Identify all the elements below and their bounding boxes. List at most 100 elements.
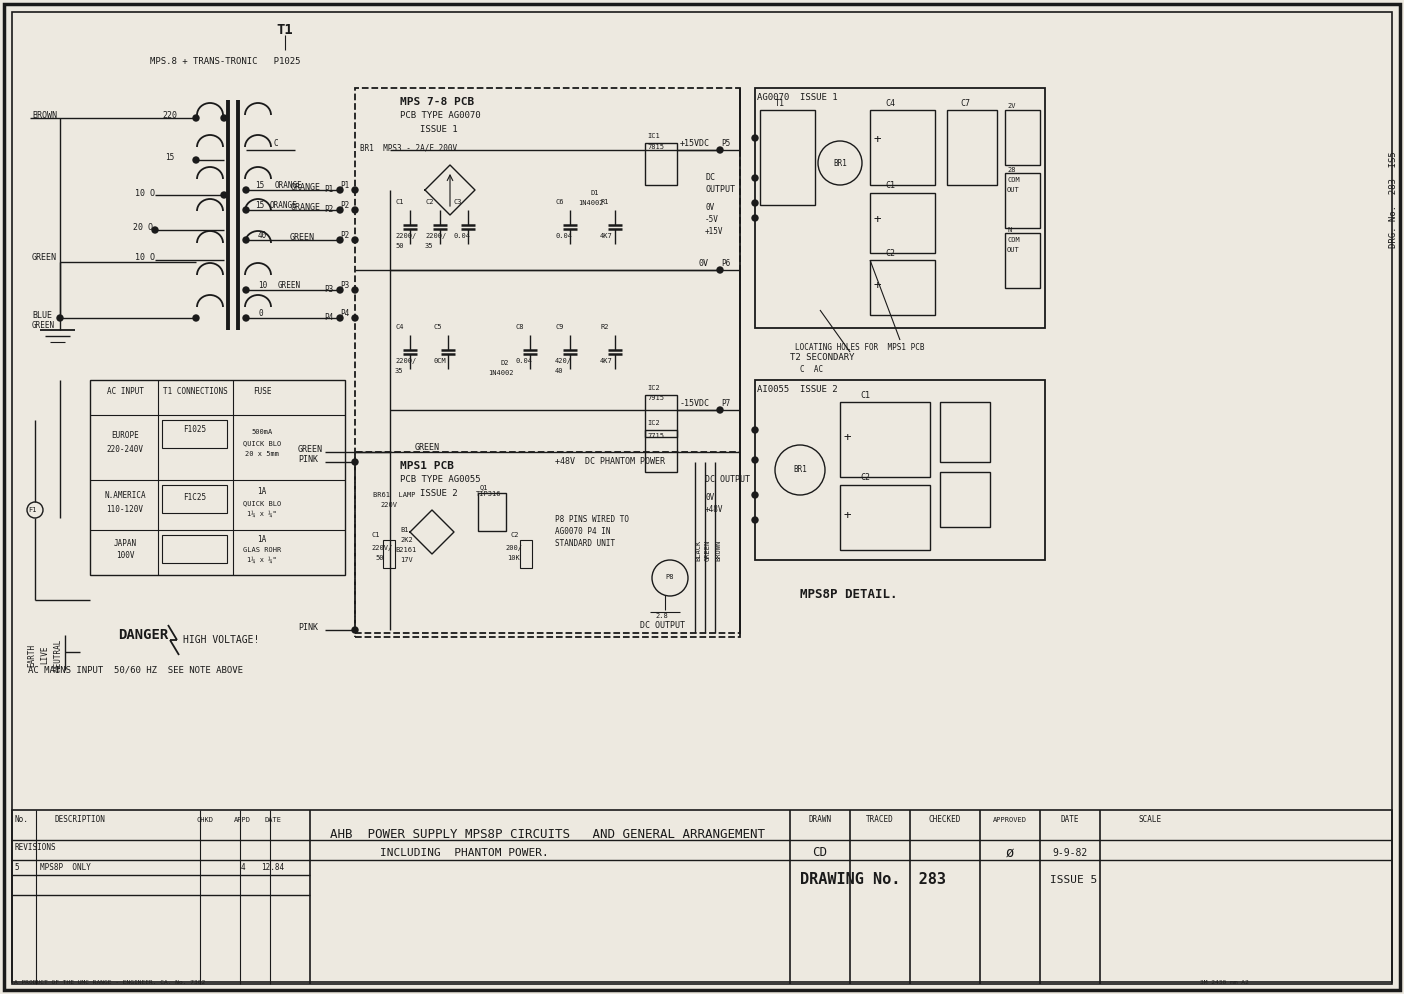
Text: SCALE: SCALE [1139,815,1161,824]
Text: 0V: 0V [698,258,708,267]
Bar [840,402,929,477]
Text: +15V: +15V [705,228,723,237]
Text: MPS 7-8 PCB: MPS 7-8 PCB [400,97,475,107]
Text: N.AMERICA: N.AMERICA [104,490,146,500]
Text: OUT: OUT [1007,247,1019,253]
Text: 220V: 220V [380,502,397,508]
Text: 40: 40 [555,368,563,374]
Text: OUTPUT: OUTPUT [705,186,736,195]
Text: 28: 28 [1007,167,1015,173]
Text: No.: No. [14,815,28,824]
Text: 1N4002: 1N4002 [578,200,604,206]
Circle shape [717,407,723,413]
Bar [870,260,935,315]
Text: 5: 5 [14,864,18,873]
Text: 0.04: 0.04 [515,358,532,364]
Text: AG0070  ISSUE 1: AG0070 ISSUE 1 [757,93,838,102]
Text: DRAWN: DRAWN [809,815,831,824]
Text: 4K7: 4K7 [600,358,612,364]
Text: +48V: +48V [705,506,723,515]
Text: C4: C4 [885,98,894,107]
Text: BR1: BR1 [833,158,847,168]
Text: P1: P1 [324,186,333,195]
Bar [13,810,1391,984]
Text: GREEN: GREEN [32,253,58,262]
Text: T2 SECONDARY: T2 SECONDARY [790,354,855,363]
Bar [519,540,532,568]
Text: P8: P8 [665,574,674,580]
Text: 4K7: 4K7 [600,233,612,239]
Text: B1: B1 [400,527,409,533]
Text: 500mA: 500mA [251,429,272,435]
Text: P2: P2 [340,231,350,240]
Text: GREEN: GREEN [32,320,55,329]
Text: ISSUE 2: ISSUE 2 [420,489,458,499]
Bar [355,88,740,633]
Text: 17V: 17V [400,557,413,563]
Text: T1: T1 [775,98,785,107]
Text: +: + [873,214,880,227]
Circle shape [220,115,227,121]
Text: AC INPUT: AC INPUT [107,388,143,397]
Bar [870,193,935,253]
Text: BR1  MPS3 - 2A/F 200V: BR1 MPS3 - 2A/F 200V [359,143,458,152]
Text: 3M 2430 mm A2: 3M 2430 mm A2 [1200,979,1248,984]
Text: LOCATING HOLES FOR  MPS1 PCB: LOCATING HOLES FOR MPS1 PCB [795,344,924,353]
Text: 0V: 0V [705,493,715,503]
Text: 50: 50 [375,555,383,561]
Text: P6: P6 [722,258,730,267]
Bar [161,485,227,513]
Text: GREEN: GREEN [416,443,439,452]
Circle shape [243,315,249,321]
Text: BLUE: BLUE [32,311,52,320]
Text: ISSUE 5: ISSUE 5 [1050,875,1098,885]
Text: A PRODUCT OF THE UMC RANGE - ENGINEER. CA. No. 7302: A PRODUCT OF THE UMC RANGE - ENGINEER. C… [14,979,205,984]
Text: 1¼ x ¼": 1¼ x ¼" [247,511,277,517]
Text: P2: P2 [324,206,333,215]
Text: C5: C5 [432,324,441,330]
Text: LIVE: LIVE [39,646,49,664]
Text: +: + [842,509,851,522]
Text: BR1: BR1 [793,465,807,474]
Bar [383,540,395,568]
Text: PCB TYPE AG0055: PCB TYPE AG0055 [400,475,480,484]
Text: GLAS ROHR: GLAS ROHR [243,547,281,553]
Text: +: + [873,279,880,292]
Text: PINK: PINK [298,623,317,632]
Text: C2: C2 [510,532,518,538]
Text: F1: F1 [28,507,37,513]
Text: DATE: DATE [264,817,281,823]
Text: BR61  LAMP: BR61 LAMP [373,492,416,498]
Text: 35: 35 [425,243,434,249]
Text: TRACED: TRACED [866,815,894,824]
Bar [870,110,935,185]
Text: 15: 15 [256,201,264,210]
Bar [477,493,505,531]
Text: +48V  DC PHANTOM POWER: +48V DC PHANTOM POWER [555,457,665,466]
Text: B2161: B2161 [395,547,416,553]
Text: JAPAN: JAPAN [114,539,136,548]
Text: 2200/: 2200/ [395,358,416,364]
Text: OUT: OUT [1007,187,1019,193]
Text: 9-9-82: 9-9-82 [1053,848,1088,858]
Circle shape [337,187,343,193]
Text: MPS8P DETAIL.: MPS8P DETAIL. [800,588,897,601]
Text: 10: 10 [258,280,267,289]
Text: TIP316: TIP316 [476,491,501,497]
Bar [941,402,990,462]
Text: 220V/: 220V/ [371,545,392,551]
Text: C8: C8 [515,324,524,330]
Text: F1025: F1025 [184,425,206,434]
Text: DRAWING No.  283: DRAWING No. 283 [800,873,946,888]
Bar [644,430,677,472]
Text: REVISIONS: REVISIONS [14,844,56,853]
Text: CHKD: CHKD [197,817,213,823]
Text: DANGER: DANGER [118,628,168,642]
Text: 15: 15 [166,153,174,162]
Text: R1: R1 [600,199,608,205]
Text: 4: 4 [240,864,246,873]
Bar [755,380,1045,560]
Text: APPROVED: APPROVED [993,817,1026,823]
Text: 7915: 7915 [647,395,664,401]
Bar [644,143,677,185]
